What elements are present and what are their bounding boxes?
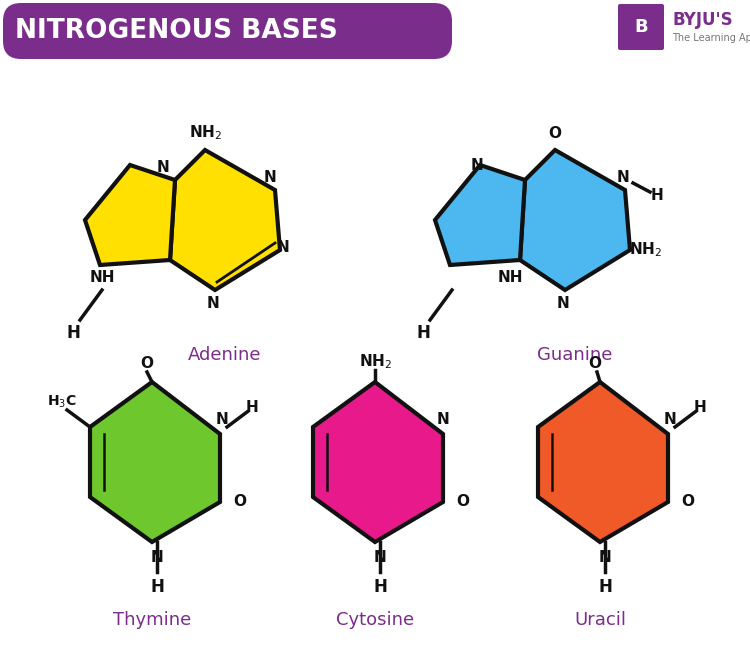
Text: H: H <box>650 188 663 202</box>
Text: N: N <box>616 170 629 184</box>
Text: O: O <box>457 494 470 509</box>
Text: N: N <box>151 551 164 565</box>
Text: Guanine: Guanine <box>537 346 613 364</box>
Text: N: N <box>157 161 170 176</box>
Text: BYJU'S: BYJU'S <box>672 11 733 29</box>
Text: O: O <box>140 356 154 372</box>
Text: N: N <box>264 170 276 184</box>
Text: NH$_2$: NH$_2$ <box>628 240 662 259</box>
Text: N: N <box>277 240 290 254</box>
Text: NH$_2$: NH$_2$ <box>188 124 221 143</box>
Text: NH: NH <box>89 270 115 284</box>
Text: Uracil: Uracil <box>574 611 626 629</box>
Text: O: O <box>589 356 602 372</box>
Text: H: H <box>598 578 612 596</box>
Text: N: N <box>471 157 483 172</box>
Text: H: H <box>66 324 80 342</box>
Text: NH: NH <box>497 270 523 284</box>
Text: N: N <box>436 412 449 428</box>
Text: H: H <box>694 400 706 414</box>
Polygon shape <box>85 165 175 265</box>
Text: N: N <box>598 551 611 565</box>
Text: N: N <box>374 551 386 565</box>
Text: B: B <box>634 18 648 36</box>
FancyBboxPatch shape <box>618 4 664 50</box>
Polygon shape <box>90 382 220 542</box>
FancyBboxPatch shape <box>3 3 452 59</box>
Text: H: H <box>246 400 258 414</box>
Polygon shape <box>538 382 668 542</box>
Text: N: N <box>206 296 219 310</box>
Polygon shape <box>520 150 630 290</box>
Text: Adenine: Adenine <box>188 346 262 364</box>
Text: O: O <box>682 494 694 509</box>
Text: N: N <box>216 412 228 428</box>
Text: The Learning App: The Learning App <box>672 33 750 43</box>
Text: NH$_2$: NH$_2$ <box>358 353 392 372</box>
Text: Cytosine: Cytosine <box>336 611 414 629</box>
Text: O: O <box>548 125 562 141</box>
Polygon shape <box>313 382 443 542</box>
Polygon shape <box>170 150 280 290</box>
Text: H: H <box>373 578 387 596</box>
Text: H: H <box>416 324 430 342</box>
Text: NITROGENOUS BASES: NITROGENOUS BASES <box>15 18 338 44</box>
Text: H: H <box>150 578 164 596</box>
Text: O: O <box>233 494 247 509</box>
Text: N: N <box>664 412 676 428</box>
Text: N: N <box>556 296 569 310</box>
Text: H$_3$C: H$_3$C <box>47 394 76 410</box>
Text: Thymine: Thymine <box>112 611 191 629</box>
Polygon shape <box>435 165 525 265</box>
